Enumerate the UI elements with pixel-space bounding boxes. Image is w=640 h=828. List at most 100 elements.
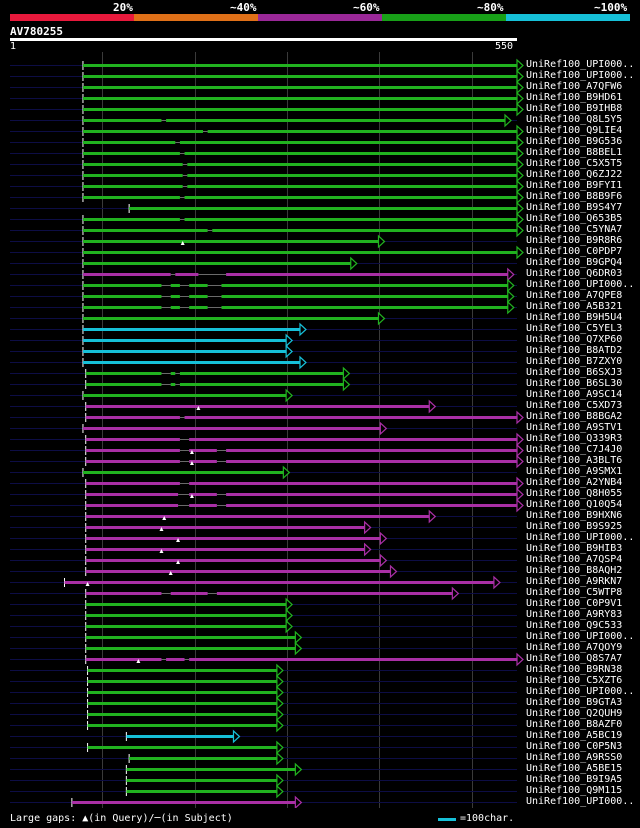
- hit-label[interactable]: UniRef100_UPI000..: [526, 796, 635, 807]
- alignment-bar[interactable]: [82, 163, 183, 166]
- hit-row[interactable]: [10, 135, 524, 150]
- alignment-bar[interactable]: [87, 680, 277, 683]
- hit-row[interactable]: [10, 58, 524, 73]
- hit-label[interactable]: UniRef100_A9SC14: [526, 389, 623, 400]
- hit-label[interactable]: UniRef100_C5XD73: [526, 400, 623, 411]
- hit-row[interactable]: [10, 443, 524, 458]
- hit-label[interactable]: UniRef100_UPI000..: [526, 59, 635, 70]
- alignment-bar[interactable]: [85, 537, 381, 540]
- alignment-bar[interactable]: [82, 295, 162, 298]
- alignment-bar[interactable]: [189, 295, 208, 298]
- hit-label[interactable]: UniRef100_UPI000..: [526, 279, 635, 290]
- hit-row[interactable]: [10, 212, 524, 227]
- hit-label[interactable]: UniRef100_A5BE15: [526, 763, 623, 774]
- alignment-bar[interactable]: [82, 218, 180, 221]
- hit-label[interactable]: UniRef100_Q2QUH9: [526, 708, 623, 719]
- alignment-bar[interactable]: [189, 482, 518, 485]
- hit-row[interactable]: [10, 575, 517, 590]
- alignment-bar[interactable]: [170, 306, 180, 309]
- hit-label[interactable]: UniRef100_B6SXJ3: [526, 367, 623, 378]
- hit-label[interactable]: UniRef100_B9H5U4: [526, 312, 623, 323]
- alignment-bar[interactable]: [221, 306, 508, 309]
- hit-row[interactable]: [10, 168, 524, 183]
- hit-row[interactable]: [10, 784, 517, 799]
- hit-row[interactable]: [10, 146, 524, 161]
- hit-row[interactable]: [10, 311, 517, 326]
- hit-row[interactable]: [10, 102, 524, 117]
- hit-row[interactable]: [10, 718, 517, 733]
- hit-row[interactable]: [10, 586, 517, 601]
- alignment-bar[interactable]: [85, 504, 179, 507]
- hit-row[interactable]: [10, 531, 517, 546]
- alignment-bar[interactable]: [82, 64, 517, 67]
- hit-row[interactable]: [10, 652, 524, 667]
- hit-row[interactable]: [10, 421, 517, 436]
- hit-label[interactable]: UniRef100_A9SMX1: [526, 466, 623, 477]
- alignment-bar[interactable]: [82, 361, 300, 364]
- alignment-bar[interactable]: [85, 548, 365, 551]
- alignment-bar[interactable]: [82, 317, 379, 320]
- alignment-bar[interactable]: [85, 647, 296, 650]
- hit-row[interactable]: [10, 223, 524, 238]
- hit-label[interactable]: UniRef100_B8B9F6: [526, 191, 623, 202]
- hit-row[interactable]: [10, 377, 517, 392]
- alignment-bar[interactable]: [82, 251, 517, 254]
- hit-row[interactable]: [10, 520, 517, 535]
- alignment-bar[interactable]: [85, 603, 287, 606]
- hit-row[interactable]: [10, 729, 517, 744]
- hit-row[interactable]: [10, 267, 517, 282]
- hit-label[interactable]: UniRef100_A7QOY9: [526, 642, 623, 653]
- hit-label[interactable]: UniRef100_A7QPE8: [526, 290, 623, 301]
- alignment-bar[interactable]: [170, 284, 180, 287]
- alignment-bar[interactable]: [179, 141, 517, 144]
- alignment-bar[interactable]: [82, 350, 287, 353]
- alignment-bar[interactable]: [226, 460, 517, 463]
- hit-row[interactable]: [10, 762, 517, 777]
- hit-label[interactable]: UniRef100_A5BC19: [526, 730, 623, 741]
- hit-label[interactable]: UniRef100_Q10Q54: [526, 499, 623, 510]
- alignment-bar[interactable]: [85, 482, 180, 485]
- alignment-bar[interactable]: [170, 592, 208, 595]
- alignment-bar[interactable]: [82, 328, 300, 331]
- alignment-bar[interactable]: [85, 570, 391, 573]
- alignment-bar[interactable]: [87, 691, 277, 694]
- alignment-bar[interactable]: [85, 636, 296, 639]
- hit-label[interactable]: UniRef100_B8AQH2: [526, 565, 623, 576]
- alignment-bar[interactable]: [82, 471, 284, 474]
- hit-label[interactable]: UniRef100_C0P5N3: [526, 741, 623, 752]
- hit-row[interactable]: [10, 256, 517, 271]
- hit-label[interactable]: UniRef100_A7QFW6: [526, 81, 623, 92]
- alignment-bar[interactable]: [85, 658, 162, 661]
- hit-row[interactable]: [10, 388, 517, 403]
- hit-row[interactable]: [10, 564, 517, 579]
- hit-label[interactable]: UniRef100_Q8H055: [526, 488, 623, 499]
- hit-row[interactable]: [10, 476, 524, 491]
- hit-label[interactable]: UniRef100_A9RSS0: [526, 752, 623, 763]
- alignment-bar[interactable]: [126, 779, 277, 782]
- alignment-bar[interactable]: [189, 460, 217, 463]
- hit-row[interactable]: [10, 685, 517, 700]
- hit-label[interactable]: UniRef100_A9RY83: [526, 609, 623, 620]
- hit-label[interactable]: UniRef100_A7QSP4: [526, 554, 623, 565]
- hit-row[interactable]: [10, 773, 517, 788]
- alignment-bar[interactable]: [184, 152, 517, 155]
- alignment-bar[interactable]: [126, 768, 296, 771]
- alignment-bar[interactable]: [85, 383, 162, 386]
- alignment-bar[interactable]: [189, 449, 217, 452]
- alignment-bar[interactable]: [175, 273, 199, 276]
- alignment-bar[interactable]: [87, 746, 277, 749]
- hit-row[interactable]: [10, 674, 517, 689]
- alignment-bar[interactable]: [82, 262, 351, 265]
- hit-label[interactable]: UniRef100_Q9LIE4: [526, 125, 623, 136]
- alignment-bar[interactable]: [85, 372, 162, 375]
- hit-row[interactable]: [10, 432, 524, 447]
- alignment-bar[interactable]: [85, 416, 180, 419]
- hit-row[interactable]: [10, 542, 517, 557]
- alignment-bar[interactable]: [189, 493, 217, 496]
- hit-label[interactable]: UniRef100_Q6ZJ22: [526, 169, 623, 180]
- hit-label[interactable]: UniRef100_UPI000..: [526, 631, 635, 642]
- alignment-bar[interactable]: [189, 438, 518, 441]
- hit-row[interactable]: [10, 245, 524, 260]
- hit-row[interactable]: [10, 355, 517, 370]
- alignment-bar[interactable]: [82, 284, 162, 287]
